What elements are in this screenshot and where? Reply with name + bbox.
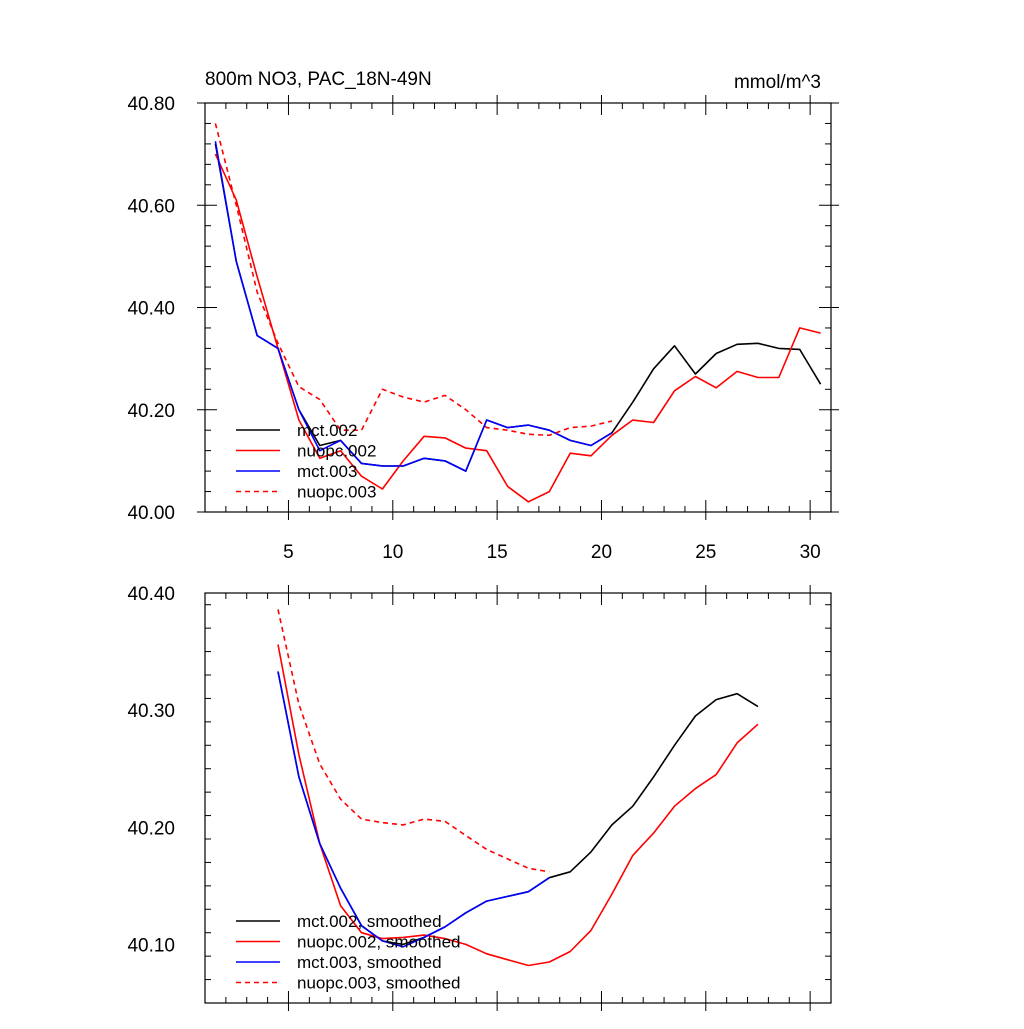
series-line-nuopc-002-smoothed xyxy=(277,644,759,967)
y-tick-label: 40.40 xyxy=(127,299,175,320)
chart-panel-2: 40.10 40.20 40.30 40.40 mct.002, smoothed nuo… xyxy=(127,584,832,1011)
x-tick-label: 15 xyxy=(487,542,508,563)
legend-label: nuopc.002, smoothed xyxy=(297,933,461,952)
y-tick-label: 40.40 xyxy=(127,584,175,605)
y-tick-label: 40.60 xyxy=(127,196,175,217)
chart-panel-1: 5 10 15 20 25 30 40.00 40.20 40.40 40.60 40.80 800m… xyxy=(127,69,839,563)
x-tick-label: 5 xyxy=(283,542,294,563)
y-tick-label: 40.20 xyxy=(127,818,175,839)
y-tick-label: 40.80 xyxy=(127,94,175,115)
legend-label: mct.002 xyxy=(297,421,357,440)
chart-title: 800m NO3, PAC_18N-49N xyxy=(205,69,432,90)
legend-label: mct.003, smoothed xyxy=(297,953,442,972)
series-line-nuopc-003-smoothed xyxy=(277,609,550,873)
legend-label: nuopc.002 xyxy=(297,442,376,461)
y-tick-label: 40.10 xyxy=(127,935,175,956)
x-tick-label: 25 xyxy=(695,542,716,563)
x-tick-label: 10 xyxy=(382,542,403,563)
legend-label: mct.003 xyxy=(297,462,357,481)
y-tick-label: 40.20 xyxy=(127,401,175,422)
units-label: mmol/m^3 xyxy=(734,72,821,93)
y-tick-label: 40.30 xyxy=(127,701,175,722)
legend-label: nuopc.003, smoothed xyxy=(297,974,461,993)
series-line-nuopc-003 xyxy=(214,123,613,437)
x-tick-label: 30 xyxy=(800,542,821,563)
x-tick-label: 20 xyxy=(591,542,612,563)
y-tick-label: 40.00 xyxy=(127,503,175,524)
series-line-nuopc-002 xyxy=(214,153,821,503)
legend-label: mct.002, smoothed xyxy=(297,912,442,931)
series-line-mct-003-smoothed xyxy=(277,671,550,948)
legend-label: nuopc.003 xyxy=(297,483,376,502)
series-line-mct-003 xyxy=(214,141,613,472)
